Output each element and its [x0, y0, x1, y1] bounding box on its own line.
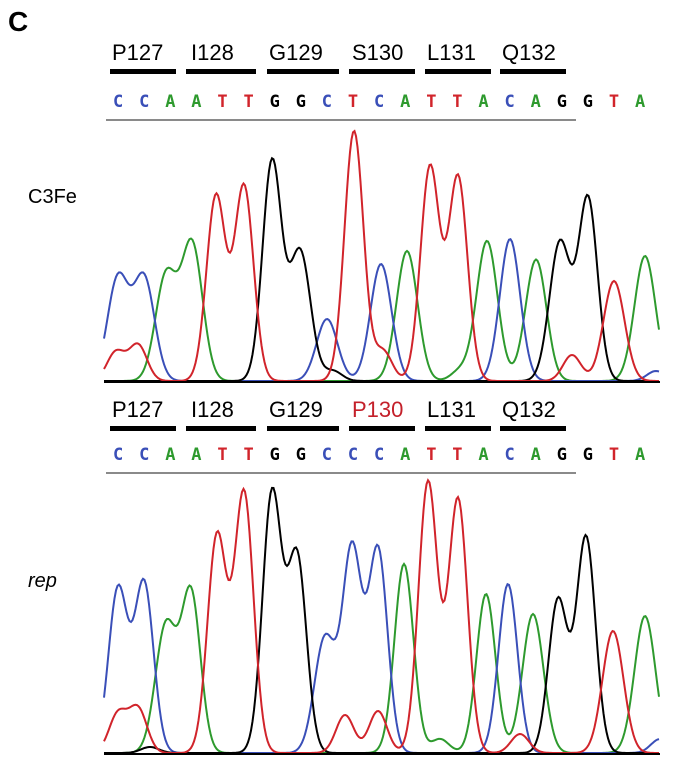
base-call: C [321, 92, 333, 112]
sequence-underline [106, 472, 576, 474]
base-call: T [243, 445, 254, 465]
base-call: C [504, 445, 515, 465]
base-call: C [113, 92, 124, 112]
base-call: T [608, 445, 620, 465]
codon-label: Q132 [502, 40, 556, 65]
sample-label: C3Fe [28, 186, 77, 208]
codon-label: L131 [427, 397, 476, 422]
codon-bar [349, 426, 415, 431]
codon-bar [110, 426, 176, 431]
codon-label: I128 [191, 397, 234, 422]
trace-c [103, 540, 660, 754]
base-call: C [347, 445, 359, 465]
codon-bar [186, 426, 256, 431]
base-call: T [217, 445, 228, 465]
codon-label: G129 [269, 397, 323, 422]
sample-label: rep [28, 570, 57, 592]
codon-label: I128 [191, 40, 234, 65]
base-call: A [165, 92, 176, 112]
codon-label: P130 [352, 397, 404, 422]
codon-label: P127 [112, 40, 164, 65]
base-call: A [635, 445, 646, 465]
panel-letter: C [8, 6, 29, 37]
base-call: G [556, 92, 567, 112]
base-call: C [321, 445, 333, 465]
base-call: T [452, 445, 463, 465]
codon-label: L131 [427, 40, 476, 65]
codon-bar [267, 426, 339, 431]
trace-t [103, 478, 659, 754]
codon-bar [186, 69, 256, 74]
base-call: C [139, 445, 150, 465]
codon-label: G129 [269, 40, 323, 65]
base-call: A [530, 445, 541, 465]
codon-label: Q132 [502, 397, 556, 422]
codon-bar [425, 426, 491, 431]
base-call: G [295, 92, 306, 112]
base-call: A [400, 445, 411, 465]
base-call: A [635, 92, 646, 112]
trace-a [104, 562, 660, 754]
base-call: A [478, 92, 489, 112]
codon-bar [500, 426, 566, 431]
codon-bar [425, 69, 491, 74]
base-call: C [374, 92, 385, 112]
base-call: A [530, 92, 541, 112]
codon-label: S130 [352, 40, 404, 65]
base-call: C [504, 92, 515, 112]
codon-label: P127 [112, 397, 164, 422]
base-call: C [374, 445, 385, 465]
base-call: T [426, 445, 437, 465]
codon-bar [349, 69, 415, 74]
base-call: T [426, 92, 437, 112]
base-call: G [295, 445, 306, 465]
codon-bar [267, 69, 339, 74]
base-call: A [191, 445, 202, 465]
base-call: G [582, 92, 594, 112]
base-call: A [191, 92, 202, 112]
base-call: C [113, 445, 124, 465]
base-call: G [269, 92, 280, 112]
codon-bar [500, 69, 566, 74]
base-call: T [608, 92, 620, 112]
base-call: T [243, 92, 254, 112]
base-call: A [165, 445, 176, 465]
base-call: G [269, 445, 280, 465]
base-call: T [347, 92, 359, 112]
base-call: G [556, 445, 567, 465]
trace-t [103, 129, 659, 382]
base-call: A [400, 92, 411, 112]
base-call: C [139, 92, 150, 112]
trace-a [104, 237, 660, 382]
codon-bar [110, 69, 176, 74]
base-call: T [452, 92, 463, 112]
sequence-underline [106, 119, 576, 121]
base-call: G [582, 445, 594, 465]
base-call: A [478, 445, 489, 465]
base-call: T [217, 92, 228, 112]
